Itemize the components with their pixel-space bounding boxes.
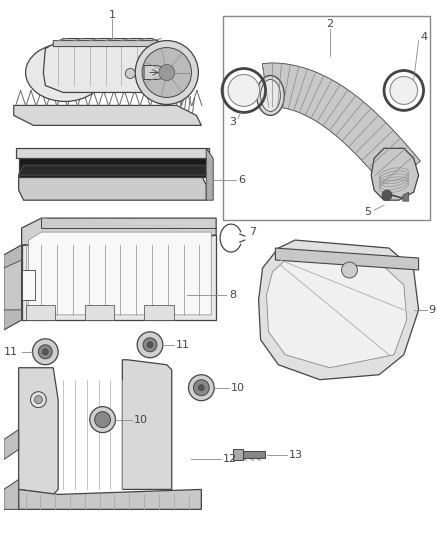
Polygon shape	[206, 148, 213, 200]
Circle shape	[42, 349, 48, 355]
Text: 7: 7	[249, 227, 256, 237]
Bar	[233, 449, 243, 461]
Circle shape	[32, 339, 58, 365]
Circle shape	[342, 262, 357, 278]
Ellipse shape	[261, 79, 280, 111]
Polygon shape	[4, 310, 21, 330]
Text: 2: 2	[326, 19, 333, 29]
Polygon shape	[4, 245, 21, 268]
Polygon shape	[19, 489, 201, 510]
Circle shape	[143, 338, 157, 352]
Polygon shape	[41, 218, 216, 228]
Text: 6: 6	[238, 175, 245, 185]
Polygon shape	[28, 232, 211, 315]
Polygon shape	[4, 245, 21, 330]
Bar	[25, 305, 55, 320]
Polygon shape	[262, 63, 420, 189]
Bar	[16, 148, 209, 158]
Circle shape	[135, 41, 198, 104]
Circle shape	[90, 407, 116, 433]
Ellipse shape	[386, 155, 411, 186]
Ellipse shape	[257, 76, 284, 116]
Polygon shape	[53, 41, 162, 46]
Circle shape	[194, 379, 209, 395]
Text: 9: 9	[428, 305, 436, 315]
Polygon shape	[276, 248, 419, 270]
Circle shape	[228, 75, 260, 107]
Circle shape	[31, 392, 46, 408]
Circle shape	[390, 77, 417, 104]
Circle shape	[125, 69, 135, 78]
Polygon shape	[258, 240, 419, 379]
Polygon shape	[21, 235, 216, 320]
Polygon shape	[21, 218, 216, 245]
Polygon shape	[14, 106, 201, 125]
Circle shape	[39, 345, 52, 359]
Text: 8: 8	[229, 290, 236, 300]
Text: 12: 12	[223, 455, 237, 464]
Circle shape	[142, 47, 191, 98]
Bar	[144, 305, 174, 320]
Circle shape	[35, 395, 42, 403]
Polygon shape	[19, 165, 206, 175]
Text: 10: 10	[134, 415, 148, 425]
Circle shape	[95, 411, 110, 427]
Bar	[223, 15, 431, 220]
Polygon shape	[371, 148, 419, 200]
Text: 11: 11	[4, 347, 18, 357]
Circle shape	[159, 64, 175, 80]
Bar	[243, 450, 265, 458]
Text: 13: 13	[289, 449, 303, 459]
Text: 11: 11	[176, 340, 190, 350]
Polygon shape	[267, 260, 407, 368]
Circle shape	[382, 190, 392, 200]
Polygon shape	[4, 430, 19, 459]
Circle shape	[188, 375, 214, 401]
Bar	[21, 270, 35, 300]
Bar	[19, 155, 206, 177]
Polygon shape	[403, 192, 409, 201]
Text: 3: 3	[230, 117, 237, 127]
Polygon shape	[4, 480, 19, 510]
Circle shape	[99, 416, 106, 424]
Ellipse shape	[25, 44, 105, 101]
Polygon shape	[122, 360, 172, 489]
Circle shape	[137, 332, 163, 358]
Text: 10: 10	[231, 383, 245, 393]
Bar	[85, 305, 114, 320]
Circle shape	[95, 411, 110, 427]
Circle shape	[198, 385, 204, 391]
Polygon shape	[144, 66, 167, 79]
Polygon shape	[43, 38, 180, 92]
Polygon shape	[19, 368, 58, 495]
Polygon shape	[19, 175, 206, 200]
Circle shape	[147, 342, 153, 348]
Text: 4: 4	[420, 31, 427, 42]
Text: 5: 5	[364, 207, 371, 217]
Text: 1: 1	[109, 10, 116, 20]
